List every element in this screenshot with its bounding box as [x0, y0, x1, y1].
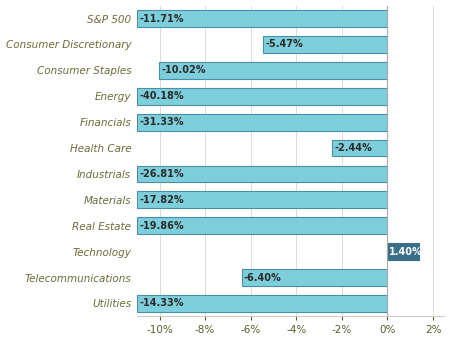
Bar [137, 88, 387, 105]
Text: -40.18%: -40.18% [139, 91, 184, 101]
Text: -19.86%: -19.86% [139, 221, 184, 231]
Text: -14.33%: -14.33% [139, 298, 184, 309]
Text: -31.33%: -31.33% [139, 117, 184, 127]
Bar [137, 295, 387, 312]
Text: 1.40%: 1.40% [389, 247, 423, 257]
Bar [387, 243, 419, 260]
Bar [159, 62, 387, 79]
Text: -17.82%: -17.82% [139, 195, 184, 205]
Bar [263, 36, 387, 53]
Text: -26.81%: -26.81% [139, 169, 184, 179]
Bar [137, 165, 387, 182]
Bar [242, 269, 387, 286]
Text: -10.02%: -10.02% [162, 65, 206, 75]
Bar [137, 217, 387, 234]
Text: -2.44%: -2.44% [334, 143, 372, 153]
Text: -11.71%: -11.71% [139, 14, 184, 24]
Bar [137, 191, 387, 208]
Bar [332, 139, 387, 157]
Text: -5.47%: -5.47% [265, 40, 303, 49]
Bar [137, 114, 387, 131]
Text: -6.40%: -6.40% [244, 272, 282, 283]
Bar [137, 10, 387, 27]
